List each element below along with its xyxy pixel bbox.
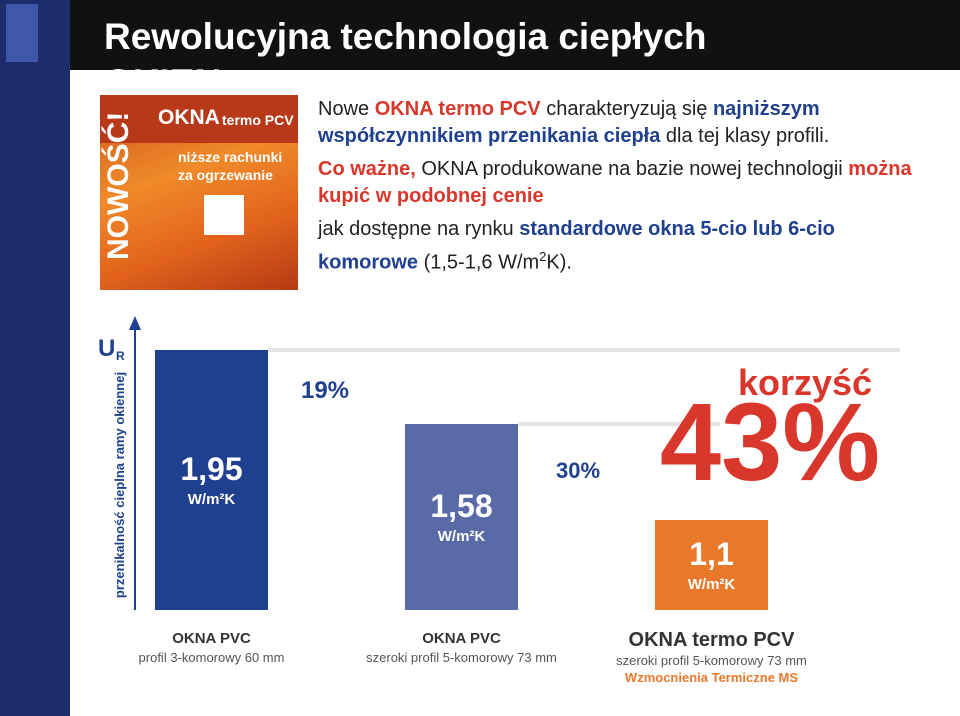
- category-detail: szeroki profil 5-komorowy 73 mm: [616, 653, 807, 668]
- annotation: korzyść: [738, 362, 872, 403]
- text-run: OKNA termo PCV: [374, 98, 541, 120]
- text-run: K).: [546, 251, 572, 274]
- category-detail: profil 3-komorowy 60 mm: [139, 650, 285, 665]
- value-label: 1,58: [430, 488, 492, 524]
- badge-top: [100, 95, 298, 143]
- text-run: 2: [539, 249, 547, 264]
- text-run: jak dostępne na rynku: [318, 218, 520, 240]
- text-run: standardowe okna 5-cio lub 6-cio komorow…: [318, 218, 835, 274]
- value-label: 1,95: [180, 451, 242, 487]
- text-run: charakteryzują się: [540, 98, 713, 120]
- badge-square: [204, 195, 244, 235]
- annotation: 43%: [660, 381, 880, 504]
- axis-arrow: [129, 316, 141, 330]
- badge-line: za ogrzewanie: [178, 167, 273, 183]
- y-axis-label: przenikalność cieplna ramy okiennej: [112, 372, 127, 598]
- category-label: OKNA termo PCV: [629, 629, 796, 651]
- unit-label: W/m²K: [438, 528, 486, 545]
- text-run: (1,5-1,6 W/m: [418, 251, 540, 274]
- text-run: dla tej klasy profili.: [660, 125, 830, 147]
- text-run: najniższym współczynnikiem przenikania c…: [318, 98, 820, 147]
- bar: [655, 520, 768, 610]
- category-label: OKNA PVC: [172, 630, 251, 647]
- text-block: Nowe OKNA termo PCV charakteryzują się n…: [318, 96, 918, 283]
- unit-label: W/m²K: [688, 576, 736, 593]
- corner-square: [6, 4, 38, 62]
- category-detail: Wzmocnienia Termiczne MS: [625, 670, 798, 685]
- annotation: 30%: [556, 458, 600, 483]
- y-symbol: U: [98, 335, 115, 362]
- paragraph: Nowe OKNA termo PCV charakteryzują się n…: [318, 96, 918, 150]
- badge-brand: OKNA: [158, 106, 220, 129]
- paragraph: jak dostępne na rynku standardowe okna 5…: [318, 216, 918, 277]
- value-label: 1,1: [689, 536, 733, 572]
- badge-line: niższe rachunki: [178, 149, 283, 165]
- badge-product: termo PCV: [222, 112, 294, 128]
- bar: [155, 350, 268, 610]
- annotation: 19%: [301, 377, 349, 404]
- category-label: OKNA PVC: [422, 630, 501, 647]
- y-symbol-sub: R: [116, 349, 125, 363]
- text-run: Co ważne,: [318, 158, 416, 180]
- unit-label: W/m²K: [188, 491, 236, 508]
- paragraph: Co ważne, OKNA produkowane na bazie nowe…: [318, 156, 918, 210]
- text-run: Nowe: [318, 98, 375, 120]
- text-run: można kupić w podobnej cenie: [318, 158, 912, 207]
- bar: [405, 424, 518, 610]
- badge-image: OKNA termo PCV niższe rachunki za ogrzew…: [100, 95, 298, 290]
- header-band: [70, 0, 960, 70]
- text-run: OKNA produkowane na bazie nowej technolo…: [415, 158, 849, 180]
- side-bar: [0, 0, 70, 716]
- category-detail: szeroki profil 5-komorowy 73 mm: [366, 650, 557, 665]
